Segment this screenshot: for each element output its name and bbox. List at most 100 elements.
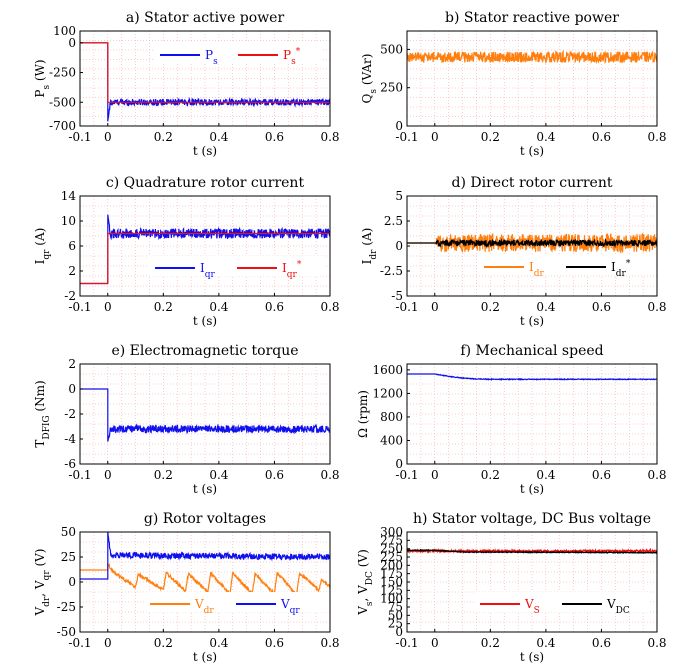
y-tick-label: 275	[380, 533, 403, 547]
x-tick-label: 0.8	[320, 300, 339, 314]
x-tick-label: 0.8	[320, 468, 339, 482]
y-axis-label: Vs, VDC (V)	[356, 549, 375, 616]
y-tick-label: 400	[380, 433, 403, 447]
series-line-g-1	[80, 531, 331, 580]
axes-box	[406, 363, 658, 465]
x-tick-label: 0	[104, 300, 112, 314]
panel-title: f) Mechanical speed	[460, 343, 603, 359]
x-tick-label: -0.1	[395, 130, 418, 144]
legend: VS VDC	[474, 592, 650, 616]
series-group	[407, 373, 658, 381]
panel-title: c) Quadrature rotor current	[106, 175, 305, 191]
x-tick-label: 0.8	[647, 636, 666, 650]
y-tick-label: -2.5	[380, 264, 403, 278]
y-tick-label: 0	[395, 239, 403, 253]
x-axis-label: t (s)	[520, 482, 544, 496]
y-axis-label: Qs (VAr)	[360, 54, 379, 104]
y-tick-label: 2	[68, 357, 76, 371]
series-line-f-0	[407, 373, 658, 381]
x-tick-label: -0.1	[68, 300, 91, 314]
x-tick-label: -0.1	[68, 468, 91, 482]
panel-h: -0.1 0 0.2 0.4 0.6 0.830027525022520017515012…	[356, 511, 667, 664]
panel-g: -0.1 0 0.2 0.4 0.6 0.8 50 25 0 -25 -50 g) Rotor vol…	[33, 511, 340, 664]
y-tick-label: -50	[57, 625, 76, 639]
legend: Vdr Vqr	[144, 592, 328, 616]
y-tick-label: 500	[380, 42, 403, 56]
y-tick-label: 0	[395, 119, 403, 133]
legend-box	[474, 592, 650, 612]
y-tick-label: 25	[61, 550, 76, 564]
panel-title: d) Direct rotor current	[452, 175, 613, 191]
x-tick-label: 0.4	[536, 636, 555, 650]
x-tick-label: 0.2	[481, 636, 500, 650]
plot-area	[407, 532, 657, 632]
y-axis-label: Vdr, Vqr (V)	[33, 549, 52, 617]
series-group	[80, 42, 331, 122]
x-tick-label: 0.4	[536, 468, 555, 482]
legend-label: Idr	[529, 260, 545, 279]
y-axis-label: Ps (W)	[33, 59, 52, 97]
x-tick-label: 0.8	[320, 130, 339, 144]
x-tick-label: 0.2	[481, 300, 500, 314]
series-line-a-1	[80, 42, 330, 103]
y-tick-label: 5	[395, 189, 403, 203]
y-tick-label: 10	[61, 214, 76, 228]
y-tick-label: 6	[68, 239, 76, 253]
y-tick-label: 300	[380, 525, 403, 539]
series-group	[80, 388, 331, 442]
y-tick-label: -6	[64, 457, 76, 471]
y-tick-label: 0	[395, 457, 403, 471]
y-tick-label: -25	[57, 600, 76, 614]
y-tick-label: -2	[64, 289, 76, 303]
legend-label: Vdr	[194, 597, 214, 616]
y-tick-label: 0	[68, 382, 76, 396]
x-tick-label: 0	[431, 468, 439, 482]
x-tick-label: 0	[431, 300, 439, 314]
x-tick-label: 0	[431, 636, 439, 650]
x-tick-label: 0	[104, 636, 112, 650]
x-axis-label: t (s)	[520, 144, 544, 158]
y-tick-label: 14	[61, 189, 77, 203]
y-tick-label: 0	[395, 625, 403, 639]
panel-title: h) Stator voltage, DC Bus voltage	[413, 511, 651, 527]
y-tick-label: -700	[49, 119, 76, 133]
x-axis-label: t (s)	[520, 314, 544, 328]
legend-label: VDC	[606, 597, 630, 616]
y-tick-label: 1200	[372, 386, 403, 400]
y-axis-label: Idr (A)	[360, 228, 379, 265]
y-tick-label: 50	[61, 525, 76, 539]
series-line-g-0	[80, 562, 331, 597]
y-axis-label: Iqr (A)	[33, 228, 52, 265]
y-tick-label: -2	[64, 407, 76, 421]
x-tick-label: 0	[104, 468, 112, 482]
y-axis-label: TDFIG (Nm)	[33, 380, 52, 447]
legend-box	[478, 255, 654, 275]
panel-title: a) Stator active power	[126, 10, 285, 26]
y-tick-label: 800	[380, 410, 403, 424]
legend-box	[154, 43, 322, 63]
legend-label: Iqr*	[282, 260, 302, 280]
x-tick-label: 0.8	[320, 636, 339, 650]
x-tick-label: 0.4	[209, 300, 228, 314]
x-tick-label: 0.8	[647, 130, 666, 144]
axes-box	[406, 30, 658, 127]
legend-box	[144, 592, 328, 612]
x-tick-label: 0.4	[209, 636, 228, 650]
x-tick-label: 0.8	[647, 468, 666, 482]
series-line-a-0	[80, 42, 331, 122]
y-tick-label: 100	[53, 24, 76, 38]
plot-area	[80, 532, 330, 632]
legend-box	[149, 256, 325, 276]
x-tick-label: 0.6	[265, 636, 284, 650]
y-axis-label: Ω (rpm)	[356, 390, 370, 438]
x-axis-label: t (s)	[193, 314, 217, 328]
legend: Iqr Iqr*	[149, 256, 325, 280]
x-axis-label: t (s)	[193, 144, 217, 158]
y-tick-label: -5	[391, 289, 403, 303]
x-axis-label: t (s)	[193, 482, 217, 496]
legend-label: Iqr	[200, 261, 216, 280]
y-tick-label: 1600	[372, 363, 403, 377]
